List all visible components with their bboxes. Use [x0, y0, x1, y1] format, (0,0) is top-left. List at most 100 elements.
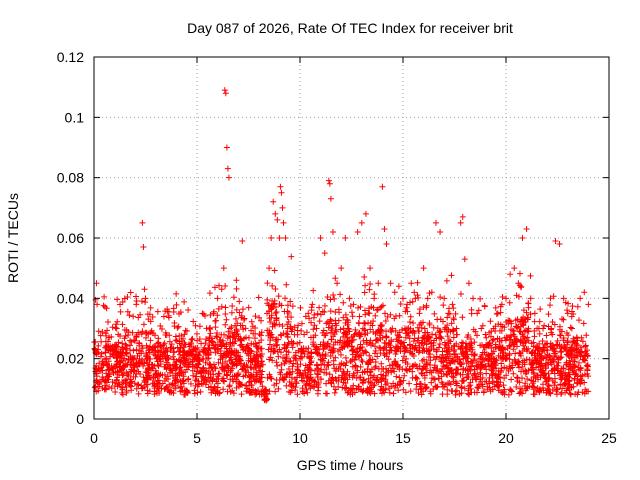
data-point [140, 244, 147, 251]
data-point [412, 295, 419, 302]
data-point [391, 289, 398, 296]
x-tick-label: 15 [395, 430, 411, 446]
data-point [544, 340, 551, 347]
x-axis-label: GPS time / hours [297, 457, 404, 473]
data-point [327, 195, 334, 202]
data-point [428, 289, 435, 296]
data-point [288, 340, 295, 347]
data-point [221, 87, 228, 94]
data-point [173, 364, 180, 371]
data-point [272, 210, 279, 217]
data-point [498, 301, 505, 308]
data-point [264, 310, 271, 317]
data-point [482, 331, 489, 338]
data-point [220, 265, 227, 272]
data-point [223, 144, 230, 151]
y-axis-label: ROTI / TECUs [5, 193, 21, 283]
data-point [169, 367, 176, 374]
data-point [408, 280, 415, 287]
data-point [259, 361, 266, 368]
data-point [139, 219, 146, 226]
data-point [317, 235, 324, 241]
data-point [585, 301, 592, 308]
data-point [581, 289, 588, 296]
data-point [321, 250, 328, 257]
data-point [266, 265, 273, 272]
data-point [354, 228, 361, 235]
data-point [284, 325, 291, 332]
data-point [185, 349, 192, 356]
data-point [313, 325, 320, 332]
data-point [329, 228, 336, 235]
y-tick-label: 0.02 [57, 351, 84, 367]
data-point [309, 301, 316, 308]
y-tick-label: 0.06 [57, 230, 84, 246]
data-point [224, 165, 231, 172]
data-point [457, 219, 464, 226]
data-point [206, 325, 213, 332]
y-tick-label: 0.04 [57, 290, 84, 306]
data-point [470, 295, 477, 302]
data-point [527, 295, 534, 302]
data-point [515, 280, 522, 287]
data-point [577, 295, 584, 302]
data-point [109, 343, 116, 350]
data-point [381, 225, 388, 232]
y-tick-label: 0.1 [65, 109, 85, 125]
data-point [243, 343, 250, 350]
data-point [268, 235, 275, 241]
data-point [395, 283, 402, 290]
data-point [404, 301, 411, 308]
data-point [198, 340, 205, 347]
data-point [490, 325, 497, 332]
data-point [371, 295, 378, 302]
data-point [375, 280, 382, 287]
data-point [144, 355, 151, 362]
x-axis-ticks: 0 5 10 15 20 25 [90, 57, 617, 446]
data-point [214, 295, 221, 302]
data-point [459, 213, 466, 220]
data-point [540, 325, 547, 332]
data-point [416, 310, 423, 317]
data-point [461, 256, 468, 263]
x-tick-label: 5 [193, 430, 201, 446]
data-point [432, 219, 439, 226]
data-point [362, 210, 369, 217]
data-point [280, 219, 287, 226]
y-axis-ticks: 0 0.02 0.04 0.06 0.08 0.1 0.12 [57, 49, 609, 427]
data-points [93, 87, 592, 377]
data-point [218, 286, 225, 293]
chart-title: Day 087 of 2026, Rate Of TEC Index for r… [187, 20, 513, 36]
data-point [379, 183, 386, 190]
data-point [564, 310, 571, 317]
data-point [161, 349, 168, 356]
data-point [130, 313, 137, 320]
data-point [568, 325, 575, 332]
data-point [573, 340, 580, 347]
data-point [177, 358, 184, 365]
data-point [441, 295, 448, 302]
data-point [103, 355, 110, 362]
data-point [247, 355, 254, 362]
data-point [133, 301, 140, 308]
data-point [437, 228, 444, 235]
data-point [334, 280, 341, 287]
data-point [123, 361, 130, 368]
data-point [226, 325, 233, 332]
data-point [136, 340, 143, 347]
data-point [194, 355, 200, 362]
data-point [181, 355, 188, 362]
data-point [119, 349, 126, 356]
data-point [358, 219, 365, 226]
data-point [97, 367, 104, 374]
data-point [552, 238, 559, 245]
data-point [383, 241, 390, 248]
data-point [531, 310, 538, 317]
data-point [453, 325, 460, 332]
data-point [202, 349, 209, 356]
data-point [148, 361, 155, 368]
data-point [519, 235, 526, 241]
data-point [277, 183, 284, 190]
data-point [474, 310, 481, 317]
